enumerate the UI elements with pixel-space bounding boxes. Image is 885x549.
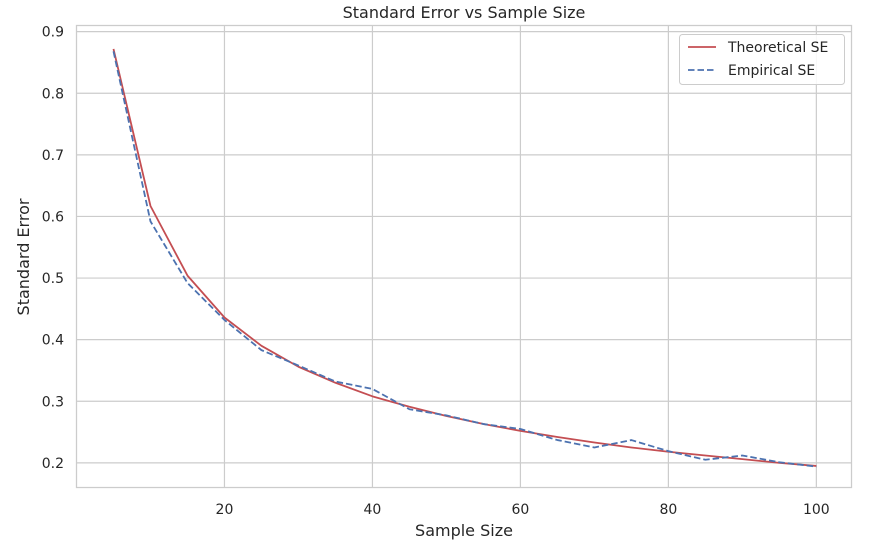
y-tick-label: 0.4 bbox=[42, 333, 64, 349]
legend-label-empirical-se: Empirical SE bbox=[728, 63, 815, 79]
y-tick-label: 0.6 bbox=[42, 209, 64, 225]
x-axis-title: Sample Size bbox=[415, 521, 513, 540]
x-tick-label: 40 bbox=[364, 502, 382, 518]
plot-area bbox=[76, 25, 852, 488]
tick-labels: 20 40 60 80 100 0.2 0.3 0.4 0.5 0.6 0.7 0.8 0.9 bbox=[42, 25, 830, 518]
series-layer bbox=[112, 48, 817, 468]
legend-frame bbox=[679, 34, 845, 85]
y-tick-label: 0.9 bbox=[42, 25, 64, 41]
y-axis-title: Standard Error bbox=[14, 198, 33, 315]
x-tick-label: 20 bbox=[216, 502, 234, 518]
y-tick-label: 0.5 bbox=[42, 271, 64, 287]
x-tick-label: 60 bbox=[512, 502, 530, 518]
series-line-empirical-se bbox=[112, 51, 817, 468]
plot-frame bbox=[75, 24, 853, 489]
y-tick-label: 0.2 bbox=[42, 456, 64, 472]
x-tick-label: 100 bbox=[803, 502, 830, 518]
chart-title: Standard Error vs Sample Size bbox=[343, 3, 586, 22]
grid-lines bbox=[76, 25, 852, 488]
y-tick-label: 0.7 bbox=[42, 148, 64, 164]
y-tick-label: 0.3 bbox=[42, 394, 64, 410]
legend: Theoretical SE Empirical SE bbox=[679, 34, 845, 85]
x-tick-label: 80 bbox=[659, 502, 677, 518]
legend-label-theoretical-se: Theoretical SE bbox=[727, 40, 828, 56]
y-tick-label: 0.8 bbox=[42, 86, 64, 102]
